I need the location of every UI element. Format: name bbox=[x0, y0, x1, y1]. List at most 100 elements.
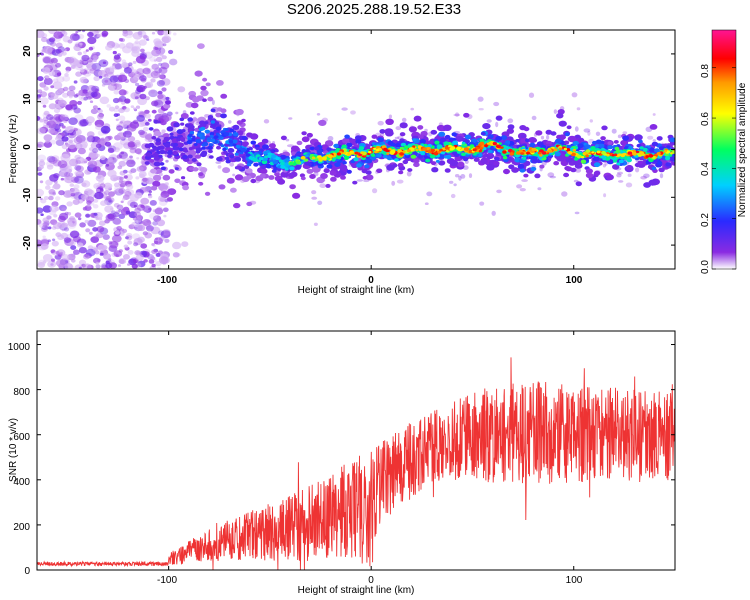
heatmap-noise-blob bbox=[93, 75, 100, 82]
heatmap-noise-blob bbox=[137, 224, 146, 232]
heatmap-noise-blob bbox=[117, 165, 123, 170]
heatmap-band-blob bbox=[349, 150, 355, 154]
heatmap-band-blob bbox=[593, 170, 601, 176]
heatmap-noise-blob bbox=[160, 62, 170, 70]
heatmap-noise-blob bbox=[162, 207, 169, 213]
heatmap-noise-blob bbox=[356, 179, 364, 182]
heatmap-band-blob bbox=[326, 164, 333, 169]
heatmap-noise-blob bbox=[150, 70, 161, 79]
heatmap-band-blob bbox=[656, 136, 663, 141]
top-xtick-label-2: 0 bbox=[368, 275, 374, 286]
heatmap-band-blob bbox=[274, 148, 279, 153]
heatmap-band-blob bbox=[296, 160, 301, 165]
heatmap-noise-blob bbox=[60, 177, 65, 181]
heatmap-band-blob bbox=[235, 108, 244, 116]
heatmap-noise-blob bbox=[90, 91, 98, 98]
heatmap-noise-blob bbox=[479, 201, 485, 206]
bottom-xlabel: Height of straight line (km) bbox=[298, 585, 415, 596]
heatmap-noise-blob bbox=[574, 211, 580, 215]
heatmap-noise-blob bbox=[553, 109, 558, 114]
heatmap-noise-blob bbox=[168, 49, 174, 55]
heatmap-band-blob bbox=[443, 141, 450, 146]
heatmap-band-blob bbox=[279, 154, 287, 160]
heatmap-band-blob bbox=[245, 175, 252, 180]
heatmap-band-blob bbox=[365, 174, 374, 181]
bottom-ytick-label-4: 600 bbox=[13, 432, 30, 443]
heatmap-band-blob bbox=[187, 154, 193, 159]
heatmap-noise-blob bbox=[458, 175, 462, 181]
heatmap-band-blob bbox=[665, 155, 669, 159]
heatmap-band-blob bbox=[596, 139, 602, 144]
heatmap-noise-blob bbox=[134, 217, 142, 223]
heatmap-noise-blob bbox=[158, 62, 163, 66]
heatmap-band-blob bbox=[155, 138, 161, 143]
heatmap-noise-blob bbox=[122, 197, 126, 201]
heatmap-band-blob bbox=[486, 164, 495, 171]
heatmap-band-blob bbox=[601, 125, 608, 131]
heatmap-band-blob bbox=[639, 151, 645, 156]
heatmap-noise-blob bbox=[39, 197, 43, 201]
heatmap-band-blob bbox=[144, 109, 150, 114]
heatmap-band-blob bbox=[379, 129, 386, 134]
heatmap-band-blob bbox=[669, 156, 675, 162]
heatmap-noise-blob bbox=[134, 211, 141, 217]
heatmap-noise-blob bbox=[58, 204, 67, 212]
heatmap-noise-blob bbox=[152, 244, 156, 248]
heatmap-band-blob bbox=[364, 164, 370, 169]
bottom-ytick-label-3: 400 bbox=[13, 477, 30, 488]
heatmap-noise-blob bbox=[48, 37, 56, 43]
heatmap-band-blob bbox=[163, 103, 171, 109]
heatmap-band-blob bbox=[360, 151, 365, 155]
heatmap-noise-blob bbox=[48, 70, 56, 77]
heatmap-noise-blob bbox=[48, 156, 58, 164]
heatmap-noise-blob bbox=[138, 39, 147, 46]
heatmap-band-blob bbox=[444, 168, 451, 173]
heatmap-noise-blob bbox=[341, 107, 348, 111]
top-ytick-label-1: -20 bbox=[22, 235, 33, 250]
heatmap-band-blob bbox=[373, 147, 377, 150]
heatmap-band-blob bbox=[529, 142, 536, 147]
heatmap-noise-blob bbox=[129, 147, 137, 154]
heatmap-band-blob bbox=[274, 171, 280, 177]
heatmap-noise-blob bbox=[161, 78, 171, 86]
heatmap-noise-blob bbox=[110, 81, 117, 87]
heatmap-band-blob bbox=[591, 151, 595, 154]
heatmap-band-blob bbox=[232, 139, 238, 144]
heatmap-noise-blob bbox=[61, 136, 69, 142]
heatmap-band-blob bbox=[395, 143, 401, 148]
heatmap-noise-blob bbox=[96, 34, 101, 38]
heatmap-band-blob bbox=[288, 161, 294, 166]
heatmap-noise-blob bbox=[51, 186, 55, 189]
heatmap-noise-blob bbox=[103, 253, 111, 260]
heatmap-band-blob bbox=[457, 161, 465, 168]
heatmap-band-blob bbox=[246, 163, 252, 167]
heatmap-band-blob bbox=[228, 140, 234, 144]
heatmap-noise-blob bbox=[116, 125, 124, 131]
heatmap-noise-blob bbox=[37, 172, 43, 176]
heatmap-noise-blob bbox=[62, 36, 71, 43]
heatmap-noise-blob bbox=[97, 258, 101, 262]
heatmap-band-blob bbox=[456, 146, 462, 151]
heatmap-noise-blob bbox=[113, 203, 120, 208]
heatmap-band-blob bbox=[427, 143, 433, 148]
heatmap-band-blob bbox=[144, 134, 153, 140]
heatmap-noise-blob bbox=[42, 67, 51, 74]
heatmap-band-blob bbox=[438, 154, 445, 159]
heatmap-noise-blob bbox=[74, 175, 84, 184]
heatmap-band-blob bbox=[613, 140, 619, 144]
heatmap-noise-blob bbox=[75, 165, 84, 172]
heatmap-noise-blob bbox=[137, 97, 148, 106]
heatmap-band-blob bbox=[665, 162, 672, 167]
heatmap-noise-blob bbox=[124, 98, 131, 104]
heatmap-noise-blob bbox=[37, 127, 46, 135]
heatmap-noise-blob bbox=[46, 164, 54, 170]
heatmap-band-blob bbox=[472, 148, 477, 152]
heatmap-noise-blob bbox=[49, 174, 59, 182]
heatmap-noise-blob bbox=[173, 32, 177, 36]
heatmap-noise-blob bbox=[66, 90, 76, 97]
heatmap-band-blob bbox=[232, 124, 240, 130]
heatmap-noise-blob bbox=[136, 166, 144, 172]
heatmap-noise-blob bbox=[73, 127, 78, 132]
heatmap-band-blob bbox=[598, 143, 605, 148]
heatmap-noise-blob bbox=[627, 173, 632, 177]
